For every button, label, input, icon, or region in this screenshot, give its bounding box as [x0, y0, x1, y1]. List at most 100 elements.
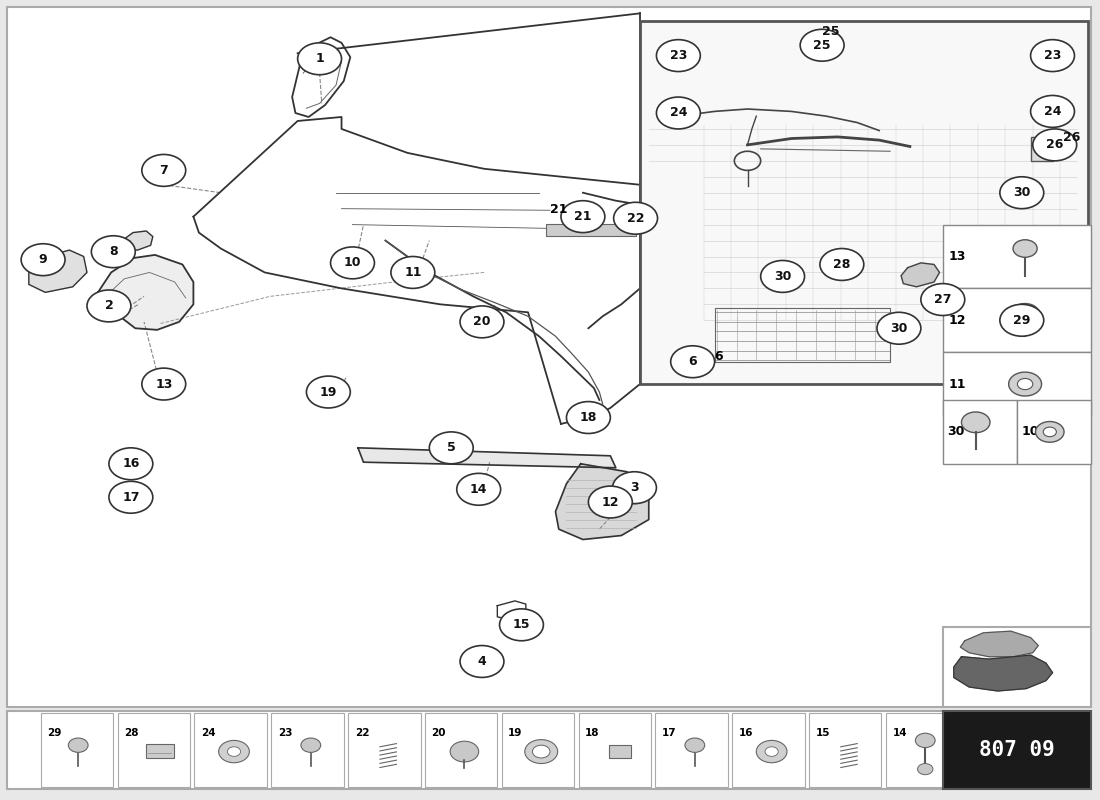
Text: 28: 28: [124, 728, 139, 738]
Circle shape: [561, 201, 605, 233]
Polygon shape: [954, 655, 1053, 691]
Bar: [41, 714, 113, 786]
Circle shape: [499, 609, 543, 641]
Polygon shape: [358, 448, 616, 468]
Circle shape: [917, 763, 933, 774]
Text: 7: 7: [160, 164, 168, 177]
Circle shape: [613, 472, 657, 504]
Circle shape: [331, 247, 374, 279]
Text: 10: 10: [1021, 426, 1038, 438]
Bar: [656, 714, 728, 786]
Circle shape: [525, 740, 558, 763]
Bar: [425, 714, 497, 786]
Circle shape: [68, 738, 88, 752]
Text: 24: 24: [670, 106, 688, 119]
Bar: [348, 714, 420, 786]
Circle shape: [566, 402, 610, 434]
Circle shape: [766, 746, 778, 756]
Text: 4: 4: [477, 655, 486, 668]
Circle shape: [142, 368, 186, 400]
Polygon shape: [120, 231, 153, 250]
Text: 5: 5: [447, 442, 455, 454]
Bar: [7, 7, 1091, 707]
Text: 18: 18: [580, 411, 597, 424]
Circle shape: [109, 448, 153, 480]
Text: 10: 10: [343, 256, 361, 270]
Text: 19: 19: [508, 728, 522, 738]
Text: 3: 3: [630, 481, 639, 494]
Text: 29: 29: [1013, 314, 1031, 326]
Text: 6: 6: [689, 355, 697, 368]
Bar: [808, 714, 881, 786]
Polygon shape: [960, 631, 1038, 657]
Circle shape: [460, 646, 504, 678]
Bar: [886, 714, 958, 786]
Text: 1: 1: [316, 52, 324, 66]
Circle shape: [671, 346, 715, 378]
Text: 22: 22: [354, 728, 370, 738]
Text: 12: 12: [948, 314, 966, 326]
Circle shape: [1000, 304, 1044, 336]
Circle shape: [657, 97, 701, 129]
Text: 21: 21: [574, 210, 592, 223]
Circle shape: [21, 244, 65, 276]
Text: 19: 19: [320, 386, 337, 398]
Bar: [579, 714, 651, 786]
Text: 23: 23: [1044, 49, 1061, 62]
Text: 16: 16: [739, 728, 754, 738]
Bar: [609, 745, 631, 758]
Text: 30: 30: [1013, 186, 1031, 199]
Bar: [146, 744, 174, 758]
Text: 30: 30: [890, 322, 908, 334]
Circle shape: [109, 482, 153, 514]
Bar: [1016, 400, 1091, 464]
Circle shape: [219, 741, 250, 762]
Text: 30: 30: [774, 270, 791, 283]
Circle shape: [1013, 240, 1037, 258]
Text: 24: 24: [1044, 105, 1061, 118]
Text: 15: 15: [513, 618, 530, 631]
Text: 26: 26: [1064, 131, 1081, 144]
Circle shape: [456, 474, 501, 506]
Text: 16: 16: [122, 458, 140, 470]
Text: 11: 11: [404, 266, 421, 279]
Text: 14: 14: [470, 482, 487, 496]
Circle shape: [1002, 178, 1042, 207]
Circle shape: [685, 738, 705, 752]
Circle shape: [429, 432, 473, 464]
Text: 22: 22: [627, 212, 645, 225]
Text: 17: 17: [662, 728, 676, 738]
Circle shape: [761, 261, 804, 292]
Circle shape: [1035, 422, 1064, 442]
Text: 14: 14: [892, 728, 907, 738]
Text: 6: 6: [715, 350, 723, 363]
Circle shape: [614, 202, 658, 234]
Circle shape: [1011, 303, 1040, 324]
Bar: [195, 714, 267, 786]
Circle shape: [91, 236, 135, 268]
Circle shape: [657, 40, 701, 71]
Text: 807 09: 807 09: [979, 740, 1055, 760]
Text: 20: 20: [431, 728, 446, 738]
Text: 11: 11: [948, 378, 966, 390]
Bar: [943, 225, 1091, 288]
Circle shape: [820, 249, 864, 281]
Circle shape: [1009, 372, 1042, 396]
Text: 25: 25: [822, 25, 839, 38]
Circle shape: [800, 30, 844, 61]
Text: 17: 17: [122, 490, 140, 504]
Circle shape: [1000, 177, 1044, 209]
Circle shape: [532, 745, 550, 758]
Text: 28: 28: [833, 258, 850, 271]
Bar: [272, 714, 343, 786]
Text: 8: 8: [109, 246, 118, 258]
Text: 21: 21: [550, 202, 568, 216]
Bar: [715, 307, 890, 362]
Text: 27: 27: [934, 293, 952, 306]
Text: 23: 23: [670, 49, 688, 62]
Circle shape: [757, 741, 786, 762]
Circle shape: [1031, 95, 1075, 127]
Polygon shape: [556, 464, 649, 539]
Text: 24: 24: [201, 728, 216, 738]
Bar: [502, 714, 574, 786]
